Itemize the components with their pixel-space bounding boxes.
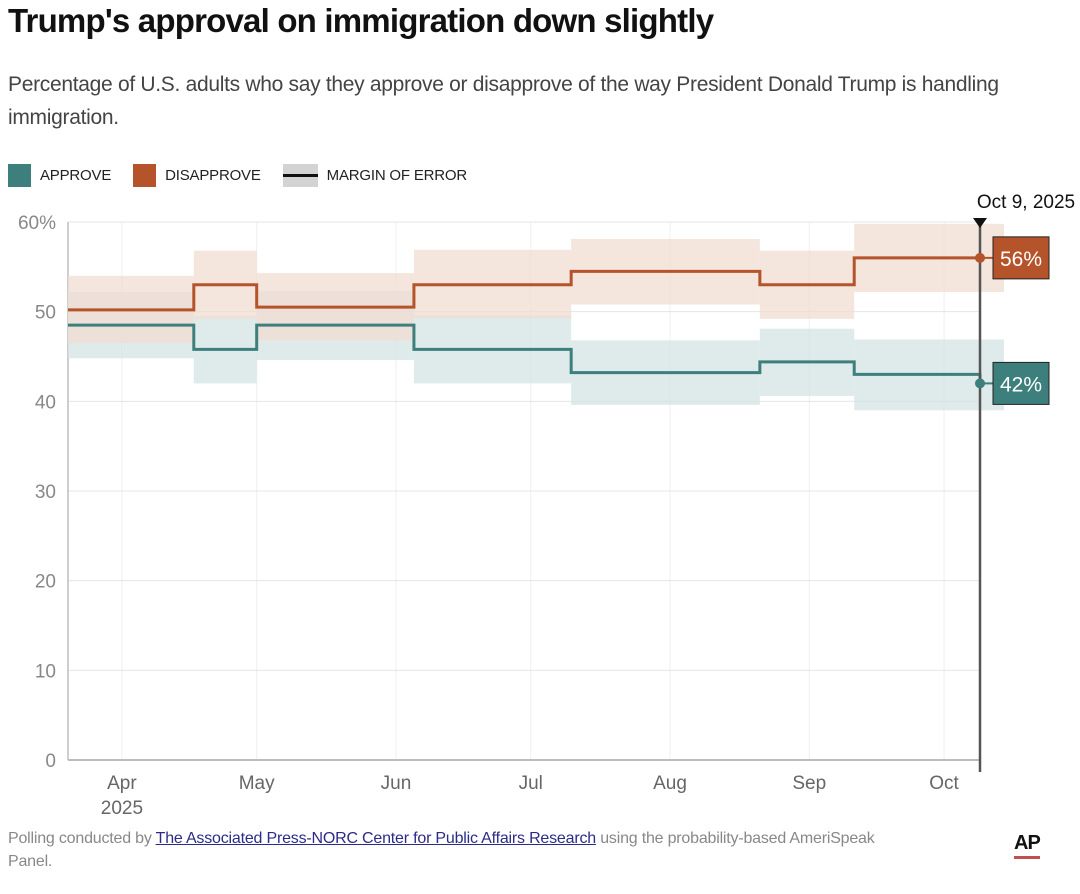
legend-swatch-approve [8,164,31,187]
y-tick-label: 20 [35,572,56,593]
legend-item-margin-of-error: MARGIN OF ERROR [282,164,468,187]
source-note: Polling conducted by The Associated Pres… [8,827,908,873]
source-suffix: using the probability-based AmeriSpeak P… [8,830,875,870]
legend-label-approve: APPROVE [40,167,112,184]
disapprove-end-label: 56% [1000,248,1042,271]
legend-label-margin-of-error: MARGIN OF ERROR [326,167,468,184]
chart-subtitle: Percentage of U.S. adults who say they a… [8,73,999,129]
x-tick-label: Sep [792,773,826,794]
x-tick-label: Jun [381,773,412,794]
x-tick-sublabel: 2025 [101,798,143,819]
ap-logo: AP [1014,832,1041,854]
source-link[interactable]: The Associated Press-NORC Center for Pub… [155,830,597,847]
disapprove-step-line [68,256,980,312]
disapprove-end-dot [975,252,985,263]
chart-title: Trump's approval on immigration down sli… [8,2,714,39]
legend-item-disapprove: DISAPPROVE [133,164,261,187]
y-tick-label: 30 [35,482,56,503]
x-tick-label: Jul [519,773,543,794]
disapprove-end-label-box [992,236,1050,280]
legend-swatch-margin-of-error [282,164,318,187]
y-tick-label: 10 [35,661,56,682]
legend-swatch-disapprove [133,164,157,187]
y-tick-label: 40 [35,392,56,413]
x-tick-label: Apr [107,773,137,794]
chart-plot: Apr 2025 May Jun Jul Aug Sep Oct 0 10 20 30 40 50 60% O… [18,192,1075,819]
source-prefix: Polling conducted by [8,830,156,847]
legend: APPROVE DISAPPROVE MARGIN OF ERROR [8,164,489,187]
approve-step-line [68,323,982,384]
approve-end-label: 42% [1000,373,1042,396]
y-tick-label: 60% [18,213,56,234]
y-tick-label: 0 [45,751,56,772]
legend-label-disapprove: DISAPPROVE [165,167,261,184]
y-tick-label: 50 [35,303,56,324]
latest-date-label: Oct 9, 2025 [977,192,1075,213]
x-tick-label: Aug [653,773,687,794]
approve-end-dot [975,378,985,389]
x-tick-label: Oct [929,773,959,794]
approve-end-label-box [992,361,1050,405]
latest-date-marker-triangle [973,218,987,228]
ap-logo-underline [1014,856,1040,859]
x-tick-label: May [239,773,275,794]
legend-item-approve: APPROVE [8,164,111,187]
